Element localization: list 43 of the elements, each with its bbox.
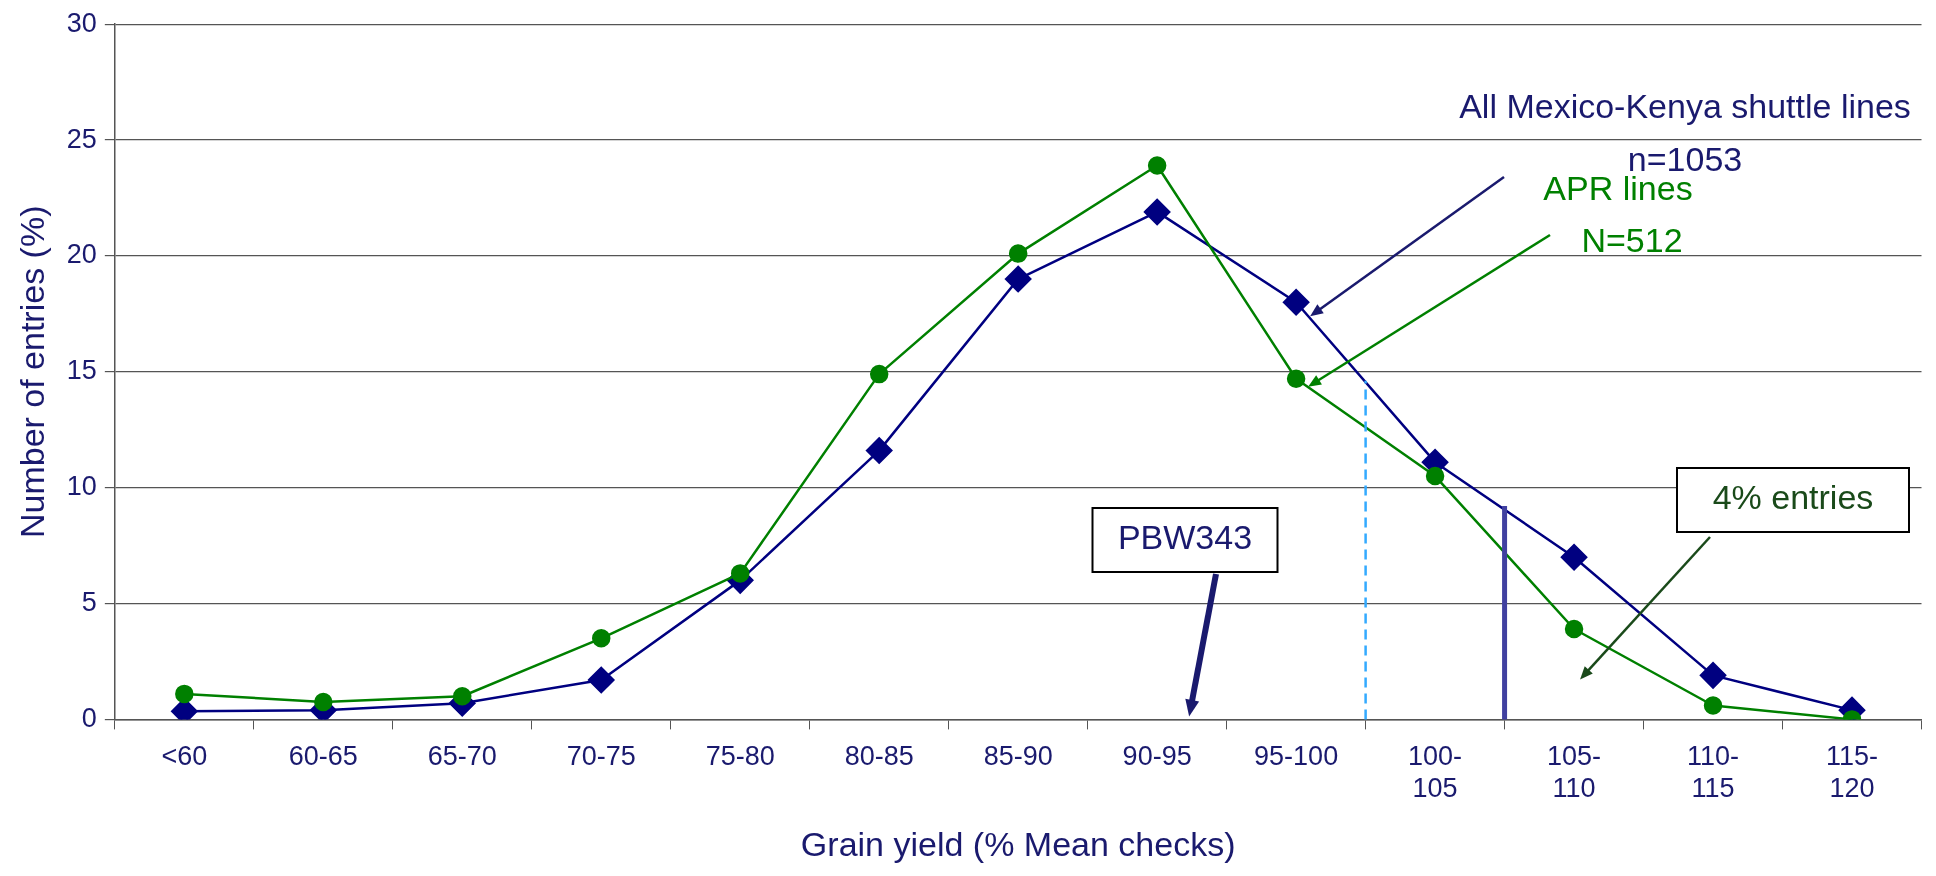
annotation: PBW343 (1117, 518, 1253, 557)
x-tick-label: 90-95 (1122, 741, 1192, 772)
point (865, 437, 893, 464)
point (1147, 156, 1167, 175)
y-tick-label: 5 (81, 586, 97, 617)
x-tick-label: 115-120 (1825, 741, 1879, 804)
point (587, 666, 615, 694)
x-tick-label: 60-65 (288, 741, 358, 772)
point (1564, 619, 1584, 639)
point (453, 686, 472, 706)
point (591, 629, 611, 648)
x-tick-label: 70-75 (566, 741, 636, 772)
x-tick-label: 85-90 (983, 741, 1053, 772)
y-tick-label: 15 (66, 355, 97, 386)
point (1143, 198, 1171, 226)
y-tick-label: 20 (66, 239, 97, 270)
point (314, 692, 333, 712)
point (1425, 466, 1445, 486)
x-tick-label: 95-100 (1254, 741, 1339, 772)
point (1560, 543, 1588, 571)
point (175, 684, 194, 704)
x-axis-title: Grain yield (% Mean checks) (800, 824, 1236, 863)
y-tick-label: 0 (81, 702, 97, 733)
point (1004, 265, 1032, 293)
point (1699, 662, 1727, 689)
point (1282, 289, 1310, 316)
y-tick-label: 30 (66, 7, 97, 38)
x-tick-label: 80-85 (844, 741, 914, 772)
x-tick-label: <60 (161, 741, 208, 772)
point (869, 364, 889, 384)
x-tick-label: 105-110 (1547, 741, 1602, 804)
annotation: 4% entries (1712, 478, 1874, 517)
y-axis-title: Number of entries (%) (12, 205, 51, 539)
point (1703, 696, 1723, 715)
x-tick-label: 110-115 (1687, 741, 1740, 804)
x-tick-label: 75-80 (705, 741, 775, 772)
point (730, 564, 750, 583)
point (1286, 369, 1306, 388)
point (1008, 244, 1028, 263)
y-tick-label: 25 (66, 123, 97, 154)
x-tick-label: 100-105 (1408, 741, 1463, 804)
x-tick-label: 65-70 (427, 741, 497, 772)
y-tick-label: 10 (66, 471, 97, 502)
